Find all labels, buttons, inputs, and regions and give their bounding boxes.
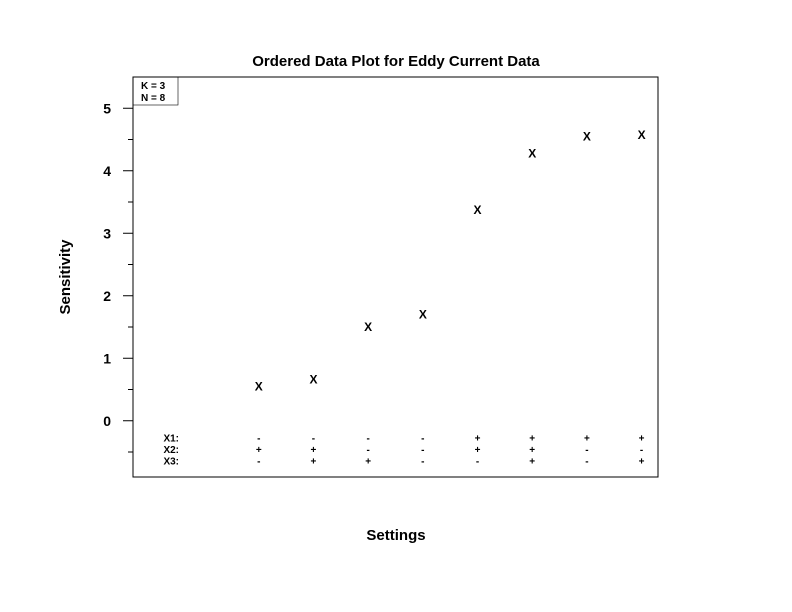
factor-sign: + xyxy=(311,445,317,456)
y-tick-label: 0 xyxy=(103,413,111,429)
factor-sign: + xyxy=(475,445,481,456)
y-axis-tick-labels: 0 1 2 3 4 5 xyxy=(103,100,111,429)
data-point: X xyxy=(474,203,482,217)
data-point: X xyxy=(583,129,591,143)
factor-sign: - xyxy=(421,456,424,467)
factor-sign: - xyxy=(585,445,588,456)
y-axis-ticks xyxy=(123,107,133,453)
factor-sign: + xyxy=(529,445,535,456)
factor-sign: - xyxy=(366,445,369,456)
factor-sign: + xyxy=(311,456,317,467)
y-tick-label: 4 xyxy=(103,163,111,179)
factor-name: X2: xyxy=(163,445,179,456)
factor-sign: + xyxy=(584,433,590,444)
data-point: X xyxy=(638,128,646,142)
data-point: X xyxy=(309,373,317,387)
data-point: X xyxy=(419,308,427,322)
y-axis-label: Sensitivity xyxy=(57,239,74,315)
y-tick-label: 3 xyxy=(103,225,111,241)
chart-title: Ordered Data Plot for Eddy Current Data xyxy=(252,53,540,70)
factor-sign: + xyxy=(365,456,371,467)
factor-sign: + xyxy=(639,433,645,444)
data-point: X xyxy=(364,320,372,334)
info-box-line: K = 3 xyxy=(141,81,166,92)
factor-name: X1: xyxy=(163,433,179,444)
factor-sign: - xyxy=(366,433,369,444)
data-points: X X X X X X X X xyxy=(255,128,646,393)
factor-sign: - xyxy=(312,433,315,444)
factor-sign: + xyxy=(639,456,645,467)
factor-sign: + xyxy=(529,456,535,467)
factor-sign: - xyxy=(421,445,424,456)
data-point: X xyxy=(255,379,263,393)
factor-name: X3: xyxy=(163,456,179,467)
x-axis-label: Settings xyxy=(366,527,425,544)
info-box: K = 3N = 8 xyxy=(132,76,179,106)
factor-sign: - xyxy=(585,456,588,467)
y-tick-label: 2 xyxy=(103,288,111,304)
factor-sign: + xyxy=(256,445,262,456)
factor-sign: - xyxy=(257,456,260,467)
factor-sign: + xyxy=(475,433,481,444)
info-box-frame xyxy=(132,76,179,106)
factor-sign: - xyxy=(476,456,479,467)
factor-sign: + xyxy=(529,433,535,444)
factor-sign: - xyxy=(257,433,260,444)
y-tick-label: 1 xyxy=(103,350,111,366)
factor-sign: - xyxy=(421,433,424,444)
plot-frame xyxy=(132,76,659,478)
factor-sign: - xyxy=(640,445,643,456)
data-point: X xyxy=(528,146,536,160)
y-tick-label: 5 xyxy=(103,100,111,116)
factor-settings-table: X1: - - - - + + + +X2: + + - - + + - -X3: - + + - - + - + xyxy=(163,433,644,467)
info-box-line: N = 8 xyxy=(141,93,166,104)
